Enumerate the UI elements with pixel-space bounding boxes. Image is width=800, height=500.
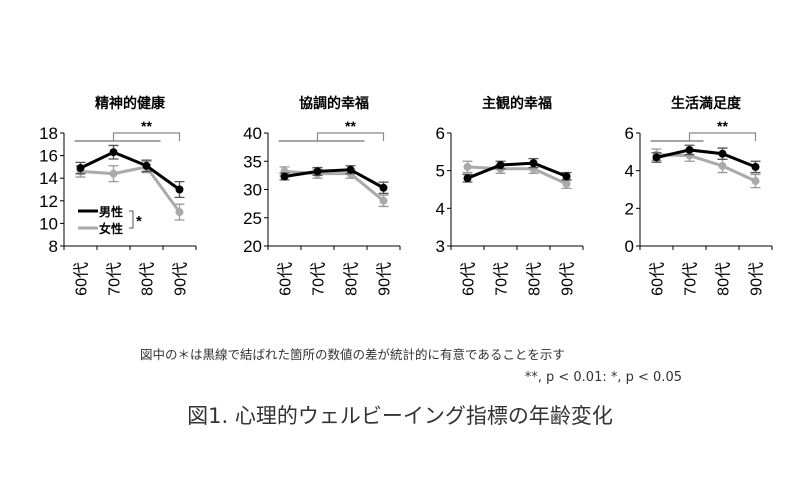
x-tick-label: 70代 (682, 262, 700, 296)
x-tick-label: 70代 (493, 262, 511, 296)
data-point (346, 165, 355, 174)
series-女性 (279, 166, 389, 208)
y-tick-label: 14 (39, 169, 58, 188)
y-tick-label: 18 (39, 124, 58, 143)
legend-label: 男性 (99, 204, 123, 219)
figure-caption: 図1. 心理的ウェルビーイング指標の年齢変化 (187, 404, 613, 428)
y-tick-label: 16 (39, 147, 58, 166)
data-point (76, 164, 85, 173)
data-point (718, 149, 727, 158)
data-point (751, 162, 760, 171)
series-line (284, 169, 385, 202)
data-point (175, 208, 184, 217)
significance-bracket (316, 132, 385, 141)
series-男性 (279, 165, 389, 195)
y-tick-label: 4 (436, 199, 445, 218)
data-point (379, 183, 388, 192)
chart-title: 生活満足度 (671, 95, 742, 111)
y-tick-label: 25 (243, 209, 262, 228)
y-tick-label: 3 (436, 237, 445, 256)
x-tick-label: 70代 (106, 262, 124, 296)
data-point (685, 151, 694, 160)
chart-panel-4: 生活満足度 0 2 4 6 60代 70代 80代 90代 ** (625, 95, 773, 296)
data-point (529, 159, 538, 168)
legend-significance: * (136, 213, 142, 230)
data-point (652, 153, 661, 162)
data-point (463, 174, 472, 183)
y-tick-label: 35 (243, 152, 262, 171)
data-point (280, 172, 289, 181)
x-tick-label: 60代 (649, 262, 667, 296)
y-tick-label: 4 (625, 162, 634, 181)
series-line (467, 165, 568, 186)
chart-title: 精神的健康 (95, 95, 166, 111)
significance-label: ** (717, 118, 728, 134)
data-point (718, 161, 727, 170)
footnote-p-values: **, p < 0.01: *, p < 0.05 (524, 370, 682, 385)
y-tick-label: 40 (243, 124, 262, 143)
data-point (313, 167, 322, 176)
series-line (656, 148, 757, 169)
series-line (656, 153, 757, 183)
data-point (685, 145, 694, 154)
data-point (463, 162, 472, 171)
data-point (379, 196, 388, 205)
footnote-significance: 図中の＊は黒線で結ばれた箇所の数値の差が統計的に有意であることを示す (140, 347, 565, 362)
y-tick-label: 30 (243, 181, 262, 200)
x-tick-label: 60代 (73, 262, 91, 296)
data-point (109, 169, 118, 178)
x-tick-label: 60代 (460, 262, 478, 296)
legend-label: 女性 (99, 221, 123, 236)
data-point (496, 161, 505, 170)
data-point (562, 179, 571, 188)
significance-bracket (112, 132, 181, 141)
significance-label: ** (345, 118, 356, 134)
significance-bracket (688, 132, 757, 141)
y-tick-label: 12 (39, 192, 58, 211)
x-tick-label: 90代 (376, 262, 394, 296)
data-point (562, 172, 571, 181)
y-tick-label: 6 (436, 124, 445, 143)
x-tick-label: 80代 (139, 262, 157, 296)
chart-panel-3: 主観的幸福 3 4 5 6 60代 70代 80代 90代 (436, 95, 584, 296)
series-女性 (462, 160, 572, 190)
x-tick-label: 90代 (559, 262, 577, 296)
x-tick-label: 90代 (172, 262, 190, 296)
y-tick-label: 2 (625, 199, 634, 218)
data-point (751, 177, 760, 186)
y-tick-label: 10 (39, 214, 58, 233)
y-tick-label: 6 (625, 124, 634, 143)
series-男性 (651, 144, 761, 174)
series-line (284, 168, 385, 190)
y-tick-label: 20 (243, 237, 262, 256)
data-point (142, 161, 151, 170)
chart-panel-2: 協調的幸福 20 25 30 35 40 60代 70代 80代 90代 ** (243, 95, 401, 296)
data-point (109, 148, 118, 157)
x-tick-label: 80代 (715, 262, 733, 296)
chart-title: 主観的幸福 (482, 95, 552, 111)
x-tick-label: 70代 (310, 262, 328, 296)
series-男性 (462, 157, 572, 183)
x-tick-label: 90代 (748, 262, 766, 296)
chart-title: 協調的幸福 (299, 95, 369, 111)
legend-bracket (129, 210, 134, 229)
x-tick-label: 60代 (277, 262, 295, 296)
data-point (529, 164, 538, 173)
series-line (79, 150, 181, 191)
x-tick-label: 80代 (343, 262, 361, 296)
series-男性 (75, 144, 185, 199)
y-tick-label: 8 (49, 237, 58, 256)
x-tick-label: 80代 (526, 262, 544, 296)
significance-label: ** (141, 118, 152, 134)
series-line (80, 165, 181, 213)
data-point (175, 185, 184, 194)
series-line (466, 161, 568, 180)
y-tick-label: 5 (436, 162, 445, 181)
y-tick-label: 0 (625, 237, 634, 256)
